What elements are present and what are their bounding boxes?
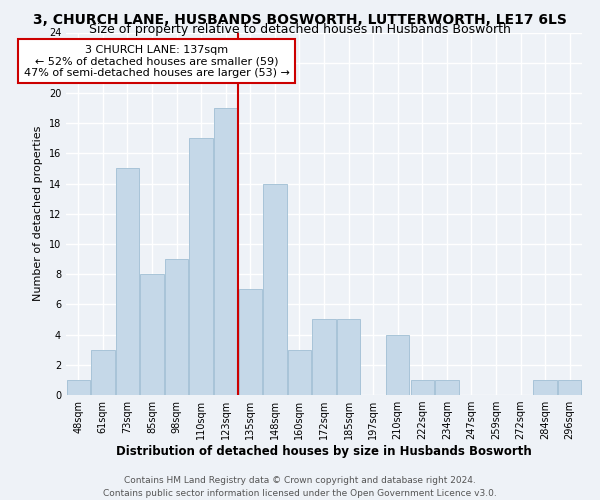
Bar (410, 380, 434, 395)
Y-axis label: Number of detached properties: Number of detached properties (33, 126, 43, 302)
Bar (288, 350, 311, 395)
X-axis label: Distribution of detached houses by size in Husbands Bosworth: Distribution of detached houses by size … (116, 445, 532, 458)
Bar (239, 290, 262, 395)
Text: Size of property relative to detached houses in Husbands Bosworth: Size of property relative to detached ho… (89, 22, 511, 36)
Bar (91, 350, 115, 395)
Text: Contains HM Land Registry data © Crown copyright and database right 2024.
Contai: Contains HM Land Registry data © Crown c… (103, 476, 497, 498)
Bar (558, 380, 581, 395)
Bar (67, 380, 90, 395)
Bar (165, 259, 188, 395)
Bar (214, 108, 238, 395)
Bar (435, 380, 458, 395)
Bar (190, 138, 213, 395)
Bar (116, 168, 139, 395)
Bar (337, 320, 360, 395)
Text: 3, CHURCH LANE, HUSBANDS BOSWORTH, LUTTERWORTH, LE17 6LS: 3, CHURCH LANE, HUSBANDS BOSWORTH, LUTTE… (33, 12, 567, 26)
Bar (140, 274, 164, 395)
Bar (386, 334, 409, 395)
Text: 3 CHURCH LANE: 137sqm
← 52% of detached houses are smaller (59)
47% of semi-deta: 3 CHURCH LANE: 137sqm ← 52% of detached … (24, 44, 290, 78)
Bar (313, 320, 335, 395)
Bar (263, 184, 287, 395)
Bar (533, 380, 557, 395)
